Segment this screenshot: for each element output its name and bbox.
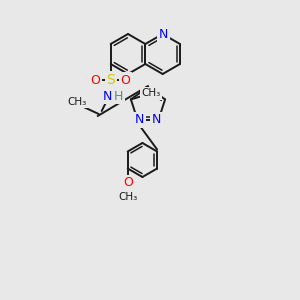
- Text: CH₃: CH₃: [67, 97, 86, 107]
- Text: N: N: [159, 28, 168, 40]
- Text: N: N: [152, 113, 161, 126]
- Text: N: N: [103, 89, 112, 103]
- Text: CH₃: CH₃: [118, 193, 137, 202]
- Text: H: H: [114, 89, 123, 103]
- Text: S: S: [106, 73, 115, 87]
- Text: O: O: [121, 74, 130, 86]
- Text: O: O: [123, 176, 133, 189]
- Text: N: N: [135, 113, 144, 126]
- Text: CH₃: CH₃: [141, 88, 160, 98]
- Text: O: O: [91, 74, 100, 86]
